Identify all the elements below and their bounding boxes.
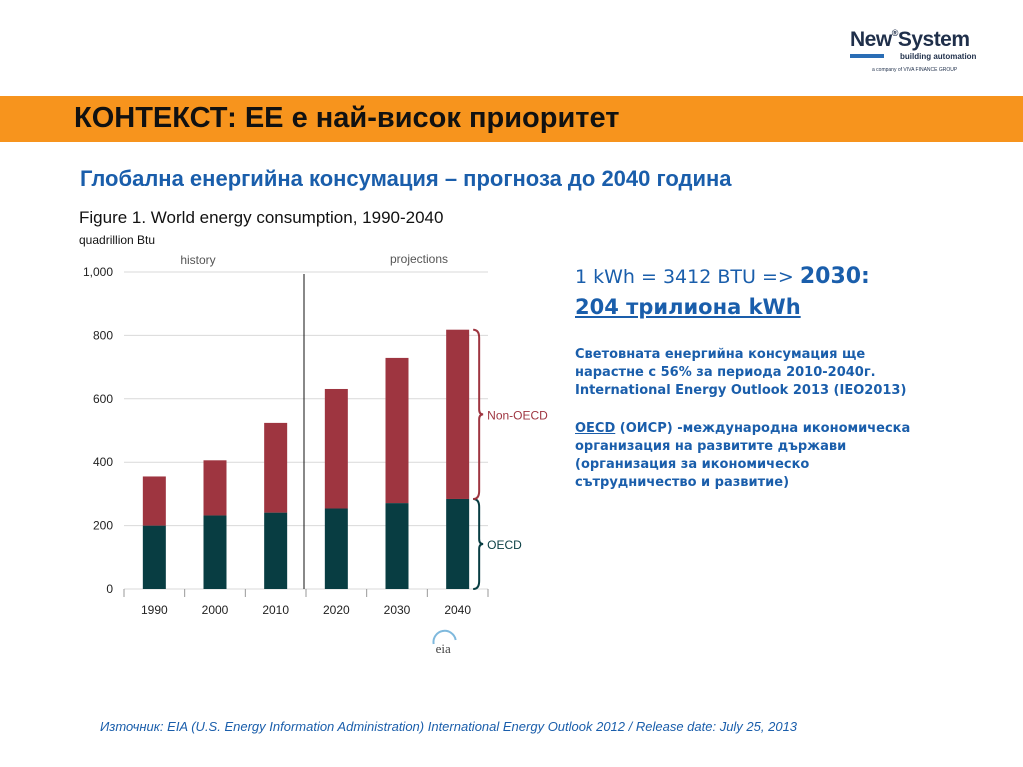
growth-line-2: нарастне с 56% за периода 2010-2040г. <box>575 365 876 380</box>
y-tick-label: 400 <box>93 455 113 469</box>
region-label-projections: projections <box>390 252 448 266</box>
bar-nonoecd-1990 <box>142 476 166 526</box>
growth-line-1: Световната енергийна консумация ще <box>575 347 866 362</box>
bar-nonoecd-2020 <box>324 388 348 509</box>
x-tick-label: 1990 <box>141 603 168 617</box>
oecd-line-3: (организация за икономическо <box>575 457 810 472</box>
brace-oecd <box>473 497 484 590</box>
logo-name: New <box>850 28 892 51</box>
oecd-term: OECD <box>575 421 616 436</box>
company-logo: New®System building automation a company… <box>848 28 988 78</box>
logo-parent: a company of VIVA FINANCE GROUP <box>872 67 958 73</box>
conversion-line: 1 kWh = 3412 BTU => 2030: <box>575 262 995 292</box>
x-tick-label: 2040 <box>444 603 471 617</box>
y-tick-label: 0 <box>106 582 113 596</box>
eia-logo-icon <box>432 629 457 645</box>
logo-tagline: building automation <box>900 52 977 61</box>
x-tick-label: 2020 <box>323 603 350 617</box>
chart-spacer <box>74 202 75 203</box>
bar-oecd-2010 <box>264 512 288 589</box>
bar-nonoecd-2000 <box>203 460 227 516</box>
conversion-year: 2030: <box>799 264 870 289</box>
source-note: Източник: EIA (U.S. Energy Information A… <box>100 719 798 734</box>
region-label-history: history <box>180 253 215 267</box>
bar-oecd-2000 <box>203 515 227 589</box>
brace-nonoecd <box>473 328 484 500</box>
credit-label: eia <box>436 641 451 656</box>
oecd-paragraph: OECD (ОИСР) -международна икономическа о… <box>575 420 995 492</box>
x-tick-label: 2010 <box>262 603 289 617</box>
oecd-line-1: (ОИСР) -международна икономическа <box>615 421 911 436</box>
x-tick-label: 2000 <box>202 603 229 617</box>
growth-paragraph: Световната енергийна консумация ще нарас… <box>575 346 995 400</box>
oecd-line-2: организация на развитите държави <box>575 439 847 454</box>
bar-oecd-2030 <box>385 503 409 589</box>
y-tick-label: 200 <box>93 519 113 533</box>
bar-nonoecd-2010 <box>264 422 288 513</box>
bar-nonoecd-2040 <box>446 329 470 499</box>
growth-line-3: International Energy Outlook 2013 (IEO20… <box>575 383 907 398</box>
legend-label-oecd: OECD <box>487 538 522 552</box>
logo-registered-mark: ® <box>891 28 899 38</box>
y-tick-label: 600 <box>93 392 113 406</box>
chart-title: Figure 1. World energy consumption, 1990… <box>79 208 443 227</box>
x-tick-label: 2030 <box>384 603 411 617</box>
energy-consumption-chart: Figure 1. World energy consumption, 1990… <box>74 202 548 656</box>
title-banner: КОНТЕКСТ: ЕЕ е най-висок приоритет <box>0 96 1023 142</box>
bar-nonoecd-2030 <box>385 357 409 504</box>
slide-title: КОНТЕКСТ: ЕЕ е най-висок приоритет <box>74 102 620 134</box>
logo-bar <box>850 54 884 58</box>
y-tick-label: 800 <box>93 328 113 342</box>
bar-oecd-2040 <box>446 498 470 589</box>
bar-oecd-2020 <box>324 508 348 589</box>
info-panel: 1 kWh = 3412 BTU => 2030: 204 трилиона k… <box>575 262 995 492</box>
chart-unit: quadrillion Btu <box>79 233 155 247</box>
y-tick-label: 1,000 <box>83 265 113 279</box>
conversion-prefix: 1 kWh = 3412 BTU => <box>575 266 800 288</box>
legend-label-nonoecd: Non-OECD <box>487 408 548 422</box>
conversion-amount: 204 трилиона kWh <box>575 295 801 319</box>
bar-oecd-1990 <box>142 525 166 589</box>
oecd-line-4: сътрудничество и развитие) <box>575 475 790 490</box>
logo-name-2: System <box>897 28 970 51</box>
slide-subtitle: Глобална енергийна консумация – прогноза… <box>80 166 732 191</box>
